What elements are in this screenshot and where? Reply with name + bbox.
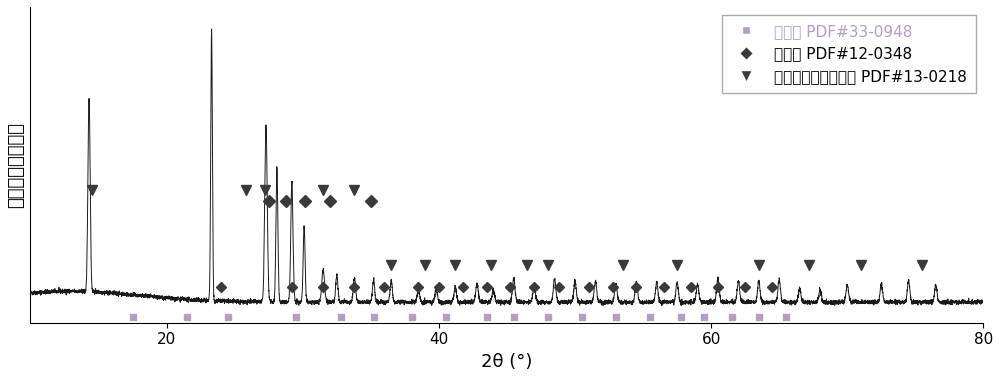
Legend: 钒酸镁 PDF#33-0948, 钒酸镁 PDF#12-0348, 钒酸镁（含结晶水） PDF#13-0218: 钒酸镁 PDF#33-0948, 钒酸镁 PDF#12-0348, 钒酸镁（含结… bbox=[722, 15, 976, 93]
X-axis label: 2θ (°): 2θ (°) bbox=[481, 353, 533, 371]
Y-axis label: 强度（任意单位）: 强度（任意单位） bbox=[7, 122, 25, 208]
